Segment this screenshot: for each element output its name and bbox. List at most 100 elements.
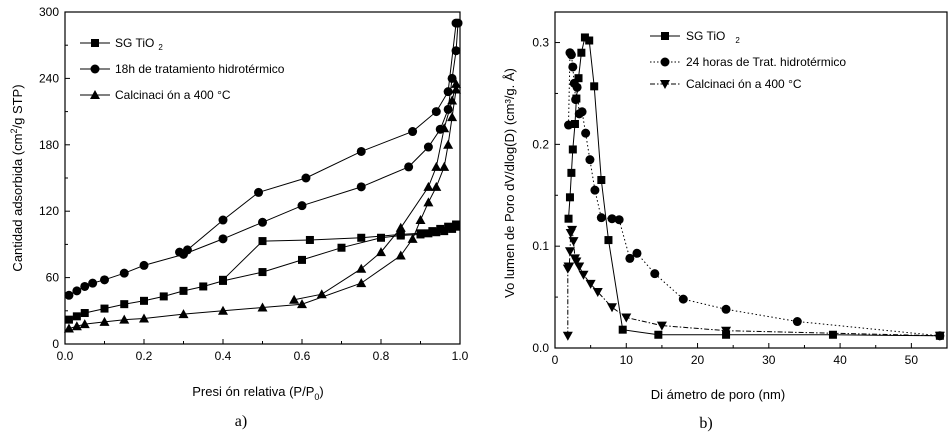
b-series-2-point (571, 257, 582, 267)
a-series-0-point (428, 227, 437, 236)
b-series-1-point (571, 95, 581, 105)
a-series-1-point (64, 290, 74, 300)
b-series-2-point (564, 262, 575, 272)
a-series-2-point (395, 250, 406, 260)
b-series-2-point (585, 279, 596, 289)
a-series-1-point (297, 201, 307, 211)
a-series-0-point (219, 275, 227, 284)
a-series-2-point (407, 233, 418, 243)
legend-b-label-1: 24 horas de Trat. hidrotérmico (686, 55, 846, 69)
a-series-1-point (356, 182, 366, 192)
a-series-0-point (396, 230, 405, 239)
chart-b-frame (554, 11, 948, 349)
a-series-2-point (139, 313, 149, 323)
y-tick-label: 180 (39, 138, 59, 152)
legend-a-triangle-marker (90, 90, 100, 99)
a-series-1-point (301, 173, 311, 183)
b-series-1-point (650, 269, 660, 279)
b-series-2-line (567, 228, 940, 337)
b-series-1-point (607, 214, 617, 224)
a-series-2-point (178, 309, 189, 319)
b-series-1-point (721, 304, 731, 314)
a-series-1-point (404, 162, 414, 172)
b-series-1 (564, 48, 945, 341)
y-tick-label: 300 (39, 5, 59, 19)
x-tick-label: 40 (833, 353, 847, 367)
chart-a: 0.0 0.2 0.4 0.6 0.8 1.0 0 60 120 180 240 300 Presi … (9, 5, 469, 430)
legend-a-circle-marker (90, 64, 100, 74)
b-series-1-point (577, 107, 587, 117)
a-series-2-point (451, 78, 462, 88)
chart-a-series (63, 18, 463, 333)
a-series-0-point (80, 309, 89, 318)
a-series-1-point (356, 146, 366, 156)
b-series-0-point (618, 325, 627, 334)
a-series-2-point (443, 139, 454, 149)
a-series-1-point (139, 260, 149, 270)
legend-b-label-2: Calcinaci ón a 400 °C (686, 77, 802, 91)
a-series-1-point (218, 215, 228, 225)
x-tick-label: 0.0 (57, 349, 74, 363)
a-series-1-point (88, 278, 98, 288)
x-tick-label: 20 (691, 353, 705, 367)
x-tick-label: 0 (552, 353, 559, 367)
b-series-0-point (568, 145, 577, 154)
x-tick-label: 0.4 (215, 349, 232, 363)
a-series-0-point (179, 286, 188, 295)
a-series-0-point (64, 315, 73, 324)
b-series-1-point (581, 128, 591, 138)
a-series-0-point (377, 233, 385, 242)
a-series-2-point (376, 247, 386, 257)
chart-a-ylabel: Cantidad adsorbida (cm2/g STP) (9, 84, 25, 271)
a-series-0-point (357, 233, 366, 242)
b-series-1-point (566, 50, 576, 60)
a-series-2-point (99, 316, 110, 326)
chart-b-series (562, 33, 945, 341)
a-series-1-point (80, 281, 90, 291)
a-series-0-point (199, 282, 208, 291)
chart-b-legend: SG TiO 2 24 horas de Trat. hidrotérmico C… (650, 29, 846, 91)
b-series-2-point (721, 326, 732, 336)
legend-a-label-2: Calcinaci ón a 400 °C (115, 88, 231, 102)
a-series-1-point (447, 73, 457, 83)
a-series-2-point (447, 112, 458, 122)
y-tick-label: 0.2 (532, 137, 549, 151)
a-series-1-point (451, 18, 461, 28)
a-series-2-point (218, 305, 228, 315)
legend-a-label-0: SG TiO 2 (115, 36, 163, 52)
a-series-1-point (443, 87, 453, 97)
legend-a-item-1: 18h de tratamiento hidrotérmico (80, 62, 285, 76)
a-series-2-point (439, 123, 450, 133)
a-series-0-point (337, 243, 346, 252)
b-series-2-point (656, 321, 667, 331)
x-tick-label: 50 (905, 353, 919, 367)
chart-a-ticks: 0.0 0.2 0.4 0.6 0.8 1.0 0 60 120 180 240 300 (39, 5, 469, 363)
x-tick-label: 0.8 (373, 349, 390, 363)
a-series-2-point (356, 263, 367, 273)
a-series-1 (64, 18, 463, 300)
b-series-0-point (564, 214, 573, 223)
a-series-1-point (218, 234, 228, 244)
b-series-0-point (585, 36, 594, 45)
x-tick-label: 0.2 (136, 349, 153, 363)
y-tick-label: 240 (39, 71, 59, 85)
a-series-1-point (451, 46, 461, 56)
a-series-2-point (439, 161, 450, 171)
a-series-2-point (451, 84, 462, 94)
a-series-0-point (436, 224, 445, 233)
a-series-1-point (431, 107, 441, 117)
a-series-2-point (316, 289, 327, 299)
legend-b-item-1: 24 horas de Trat. hidrotérmico (650, 55, 846, 69)
b-series-2-point (562, 331, 573, 341)
chart-b-ticks: 0 10 20 30 40 50 0.0 0.1 0.2 0.3 (532, 36, 918, 367)
b-series-0-point (567, 168, 576, 177)
y-tick-label: 60 (46, 271, 60, 285)
a-series-2-point (431, 161, 442, 171)
a-series-2-point (297, 299, 307, 309)
b-series-0-point (597, 176, 606, 184)
a-series-0-point (120, 300, 129, 309)
b-series-2-point (934, 331, 945, 341)
a-series-0-point (258, 237, 267, 246)
b-series-0-point (604, 236, 613, 245)
b-series-0-point (654, 330, 663, 339)
